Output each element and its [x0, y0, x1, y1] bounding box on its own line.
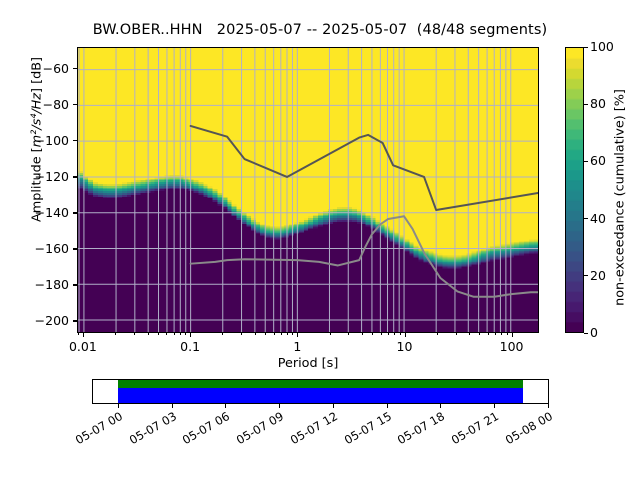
x-tick-mark [78, 333, 80, 336]
x-tick-mark [82, 333, 84, 337]
x-tick-mark [329, 333, 331, 336]
x-tick-mark [469, 333, 471, 336]
x-tick-mark [273, 333, 275, 336]
x-tick-mark [495, 333, 497, 336]
x-tick-mark [134, 333, 136, 336]
colorbar-tick-mark [584, 46, 588, 48]
colorbar-label: non-exceedance (cumulative) [%] [612, 89, 628, 306]
x-tick-mark [166, 333, 168, 336]
x-tick-mark [506, 333, 508, 336]
y-tick-mark [73, 176, 77, 178]
x-tick-label: 100 [499, 339, 524, 354]
y-tick-label: −160 [34, 240, 69, 256]
colorbar-tick-mark [584, 275, 588, 277]
x-tick-label: 1 [293, 339, 302, 354]
x-tick-mark [157, 333, 159, 336]
y-tick-mark [73, 212, 77, 214]
psd-segments-band [118, 388, 523, 403]
x-tick-mark [173, 333, 175, 336]
x-tick-mark [286, 333, 288, 336]
y-tick-label: −140 [34, 204, 69, 220]
colorbar-tick-label: 40 [590, 210, 606, 226]
x-tick-mark [404, 333, 406, 337]
x-tick-mark [361, 333, 363, 336]
coverage-tick-mark [171, 404, 173, 408]
y-tick-mark [73, 68, 77, 70]
x-tick-label: 0.01 [68, 339, 97, 354]
x-tick-mark [280, 333, 282, 336]
y-tick-label: −180 [34, 276, 69, 292]
y-tick-mark [73, 284, 77, 286]
colorbar-gradient [566, 48, 583, 332]
coverage-tick-mark [547, 404, 549, 408]
x-tick-mark [501, 333, 503, 336]
y-tick-mark [73, 248, 77, 250]
x-tick-mark [399, 333, 401, 336]
colorbar-tick-mark [584, 218, 588, 220]
coverage-tick-mark [279, 404, 281, 408]
coverage-tick-mark [386, 404, 388, 408]
x-tick-mark [292, 333, 294, 336]
x-tick-mark [372, 333, 374, 336]
figure-title: BW.OBER..HHN 2025-05-07 -- 2025-05-07 (4… [92, 22, 548, 38]
x-tick-mark [147, 333, 149, 336]
coverage-tick-mark [225, 404, 227, 408]
x-tick-mark [479, 333, 481, 336]
x-tick-mark [265, 333, 267, 336]
x-tick-mark [387, 333, 389, 336]
y-tick-label: −100 [34, 132, 69, 148]
colorbar-tick-label: 80 [590, 96, 606, 112]
y-tick-mark [73, 320, 77, 322]
ppsd-main-axes [77, 47, 539, 333]
colorbar-tick-mark [584, 160, 588, 163]
y-tick-label: −200 [34, 312, 69, 328]
colorbar-tick-label: 0 [590, 325, 598, 340]
data-coverage-band [118, 380, 523, 389]
x-tick-mark [241, 333, 243, 336]
x-tick-mark [348, 333, 350, 336]
colorbar-tick-mark [584, 103, 588, 105]
colorbar-tick-label: 100 [590, 39, 614, 54]
x-tick-mark [254, 333, 256, 336]
axes-gridlines [78, 48, 538, 332]
x-tick-mark [455, 333, 457, 336]
x-tick-mark [436, 333, 438, 336]
x-tick-mark [185, 333, 187, 336]
x-tick-mark [222, 333, 224, 336]
y-tick-label: −60 [42, 60, 69, 76]
y-tick-label: −80 [42, 96, 69, 112]
x-tick-mark [394, 333, 396, 336]
coverage-tick-mark [493, 404, 495, 408]
coverage-tick-mark [332, 404, 334, 408]
noise-model-lines [189, 124, 538, 298]
x-tick-mark [297, 333, 299, 337]
x-tick-mark [115, 333, 117, 336]
y-tick-label: −120 [34, 168, 69, 184]
coverage-tick-mark [440, 404, 442, 408]
y-axis-label: Amplitude [m²/s⁴/Hz] [dB] [29, 57, 45, 222]
x-axis-label: Period [s] [277, 356, 339, 371]
x-tick-mark [380, 333, 382, 336]
x-tick-mark [179, 333, 181, 336]
time-coverage-axes [92, 379, 549, 404]
coverage-tick-mark [118, 404, 119, 408]
colorbar-tick-label: 20 [590, 267, 606, 283]
x-tick-mark [190, 333, 192, 337]
x-tick-label: 10 [396, 339, 413, 354]
y-tick-mark [73, 104, 77, 106]
colorbar-tick-mark [584, 332, 588, 334]
y-tick-mark [73, 140, 77, 142]
x-tick-mark [511, 333, 513, 337]
x-tick-mark [487, 333, 489, 336]
colorbar-tick-label: 60 [590, 153, 606, 169]
colorbar [565, 47, 584, 333]
x-tick-label: 0.1 [180, 339, 201, 354]
